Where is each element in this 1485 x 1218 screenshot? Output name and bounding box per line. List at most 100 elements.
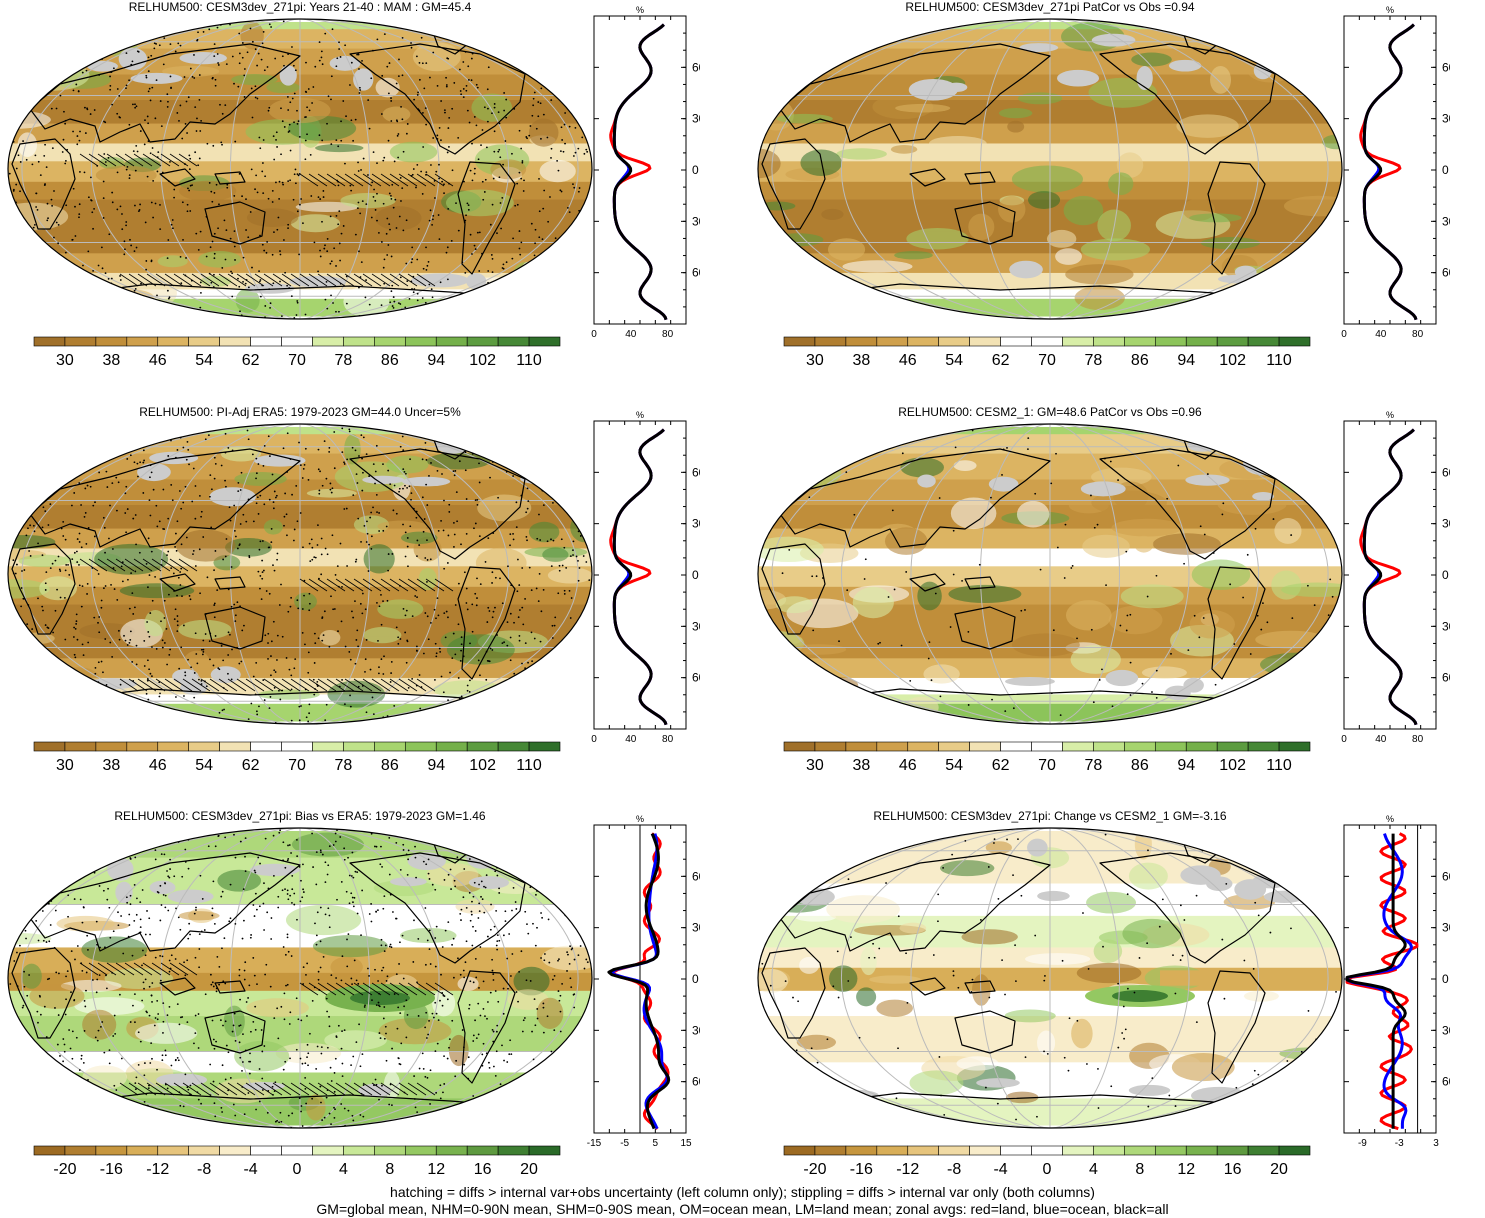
zonal-line-all <box>1362 428 1418 726</box>
unit-label: % <box>636 5 644 15</box>
colorbar-swatch <box>95 1145 128 1156</box>
unit-label: % <box>1386 814 1394 824</box>
map-panel <box>7 18 593 320</box>
colorbar-label: 46 <box>899 352 917 369</box>
colorbar-swatch <box>1278 741 1311 752</box>
panel-title: RELHUM500: CESM2_1: GM=48.6 PatCor vs Ob… <box>898 405 1202 419</box>
map-panel <box>757 423 1343 725</box>
colorbar-swatch <box>64 741 97 752</box>
colorbar-label: 70 <box>1038 352 1056 369</box>
colorbar-swatch <box>1062 741 1094 752</box>
colorbar-swatch <box>1154 336 1187 347</box>
colorbar-label: 16 <box>1224 1161 1242 1178</box>
colorbar-label: -8 <box>197 1161 211 1178</box>
colorbar-swatch <box>1185 741 1218 752</box>
zonal-mean-plot: % 60N 30N 0 30S 60S 0 40 80 <box>591 410 700 745</box>
zonal-line-all <box>1362 23 1418 321</box>
zonal-line-land <box>1345 832 1419 1131</box>
colorbar-label: 12 <box>1177 1161 1195 1178</box>
colorbar-swatch <box>497 741 530 752</box>
lat-tick-label: 60S <box>692 266 700 280</box>
zonal-line-land <box>609 23 668 321</box>
colorbar-label: 30 <box>806 757 824 774</box>
panel-title: RELHUM500: CESM3dev_271pi PatCor vs Obs … <box>905 0 1195 14</box>
lat-tick-label: 0 <box>692 163 699 177</box>
colorbar-label: 0 <box>293 1161 302 1178</box>
colorbar: -20 -16 -12 -8 -4 0 4 8 12 16 20 <box>33 1145 561 1178</box>
colorbar-label: 78 <box>1085 757 1103 774</box>
colorbar-swatch <box>404 741 437 752</box>
colorbar-swatch <box>312 741 344 752</box>
colorbar-swatch <box>374 1145 406 1156</box>
colorbar-swatch <box>466 1145 499 1156</box>
lat-tick-label: 60S <box>692 671 700 685</box>
colorbar-swatch <box>876 741 909 752</box>
colorbar-swatch <box>374 336 406 347</box>
map-panel <box>757 827 1343 1129</box>
colorbar-swatch <box>1093 336 1125 347</box>
colorbar-swatch <box>1247 336 1280 347</box>
colorbar-swatch <box>435 1145 468 1156</box>
colorbar-label: 8 <box>385 1161 394 1178</box>
colorbar-swatch <box>1154 1145 1187 1156</box>
unit-label: % <box>1386 410 1394 420</box>
colorbar-label: 20 <box>1270 1161 1288 1178</box>
colorbar-label: 70 <box>288 757 306 774</box>
zonal-line-land <box>1359 428 1418 726</box>
panel-title: RELHUM500: CESM3dev_271pi: Bias vs ERA5:… <box>114 809 486 823</box>
colorbar-swatch <box>1216 336 1249 347</box>
colorbar: 30 38 46 54 62 70 78 86 94 102 110 <box>783 336 1311 369</box>
colorbar-swatch <box>126 1145 159 1156</box>
colorbar-label: 46 <box>149 352 167 369</box>
colorbar-swatch <box>845 336 878 347</box>
lat-tick-label: 60N <box>692 60 700 74</box>
colorbar-label: 8 <box>1135 1161 1144 1178</box>
colorbar-swatch <box>1216 1145 1249 1156</box>
lat-tick-label: 0 <box>1442 568 1449 582</box>
zonal-line-land <box>1359 23 1418 321</box>
x-tick-label: -5 <box>620 1138 629 1149</box>
colorbar-swatch <box>281 1145 313 1156</box>
colorbar-swatch <box>1093 1145 1125 1156</box>
x-tick-label: 40 <box>625 329 637 340</box>
colorbar-swatch <box>219 741 251 752</box>
x-tick-label: 40 <box>625 734 637 745</box>
colorbar: 30 38 46 54 62 70 78 86 94 102 110 <box>33 336 561 369</box>
colorbar-label: 46 <box>899 757 917 774</box>
unit-label: % <box>1386 5 1394 15</box>
colorbar-label: 86 <box>381 352 399 369</box>
colorbar-swatch <box>1185 336 1218 347</box>
colorbar-label: 86 <box>1131 352 1149 369</box>
colorbar-swatch <box>783 336 816 347</box>
colorbar-label: 62 <box>992 352 1010 369</box>
lat-tick-label: 30S <box>1442 214 1450 228</box>
zonal-line-all <box>612 23 668 321</box>
lat-tick-label: 60N <box>692 869 700 883</box>
colorbar-swatch <box>126 336 159 347</box>
x-tick-label: 80 <box>662 734 674 745</box>
colorbar-label: 54 <box>945 757 963 774</box>
colorbar-label: -16 <box>100 1161 123 1178</box>
colorbar-swatch <box>845 1145 878 1156</box>
colorbar-swatch <box>783 1145 816 1156</box>
colorbar-swatch <box>33 336 66 347</box>
colorbar-label: -8 <box>947 1161 961 1178</box>
colorbar-label: -16 <box>850 1161 873 1178</box>
colorbar-label: -20 <box>803 1161 826 1178</box>
x-tick-label: 40 <box>1375 329 1387 340</box>
colorbar-label: 38 <box>102 352 120 369</box>
lat-tick-label: 30S <box>1442 1023 1450 1037</box>
x-tick-label: -9 <box>1358 1138 1367 1149</box>
colorbar-swatch <box>157 741 190 752</box>
colorbar-swatch <box>907 336 940 347</box>
colorbar-swatch <box>343 741 375 752</box>
colorbar: 30 38 46 54 62 70 78 86 94 102 110 <box>33 741 561 774</box>
x-tick-label: 80 <box>1412 734 1424 745</box>
x-tick-label: 0 <box>1341 329 1347 340</box>
colorbar-swatch <box>343 1145 375 1156</box>
colorbar-swatch <box>528 336 561 347</box>
colorbar-swatch <box>250 1145 282 1156</box>
colorbar-swatch <box>1124 741 1156 752</box>
colorbar-swatch <box>1247 1145 1280 1156</box>
lat-tick-label: 30S <box>692 619 700 633</box>
